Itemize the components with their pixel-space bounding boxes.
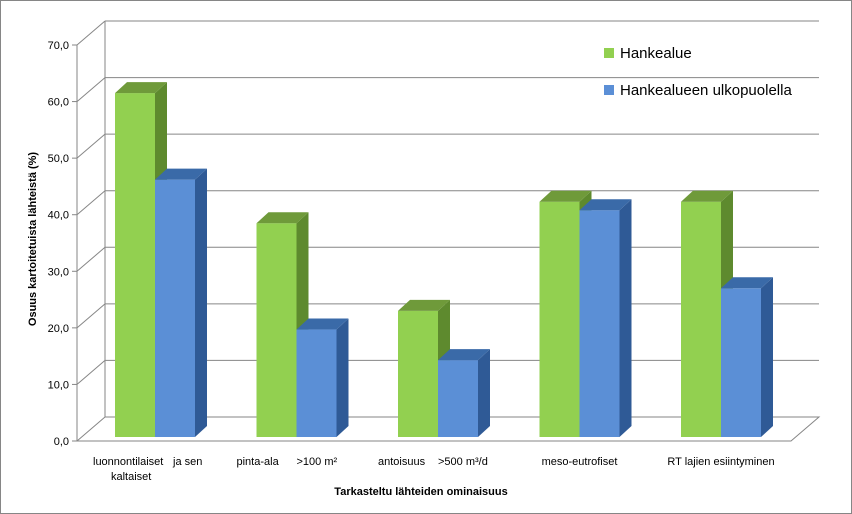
y-tick-label: 70,0: [48, 40, 69, 52]
bar-top: [579, 199, 632, 211]
bar-top: [438, 349, 490, 361]
gridline-diag: [76, 190, 106, 216]
axes: [72, 21, 821, 442]
bar: [438, 360, 478, 437]
x-tick-label: RT lajien esiintyminen: [667, 456, 774, 468]
gridline-diag: [76, 20, 106, 46]
gridline-diag: [76, 360, 106, 385]
bar-top: [155, 168, 207, 180]
x-tick-label: kaltaiset: [111, 471, 151, 483]
bar-top: [398, 299, 450, 311]
bar: [115, 93, 155, 437]
gridlines: [76, 20, 819, 385]
bar: [256, 223, 297, 437]
bar: [721, 288, 761, 437]
floor: [75, 416, 821, 442]
labels: 0,0 10,0 20,0 30,0 40,0 50,0 60,0 70,0 luonnonti…: [48, 40, 775, 483]
legend-swatch-ulkopuolella: [604, 85, 614, 95]
x-tick-label: meso-eutrofiset: [542, 456, 618, 468]
bar: [398, 310, 438, 437]
bar-top: [256, 212, 309, 224]
gridline-diag: [76, 246, 106, 272]
gridline-diag: [76, 77, 106, 102]
y-tick-label: 50,0: [48, 153, 69, 165]
legend-label-hankealue: Hankealue: [620, 45, 692, 62]
bar-side: [195, 168, 207, 437]
bar-top: [539, 190, 592, 202]
y-tick-label: 10,0: [48, 379, 69, 391]
y-tick-label: 0,0: [54, 436, 69, 448]
bar-top: [721, 277, 773, 289]
bar: [539, 201, 580, 437]
bar: [155, 179, 195, 437]
legend-swatch-hankealue: [604, 48, 614, 58]
x-axis-title: Tarkasteltu lähteiden ominaisuus: [334, 486, 507, 498]
bar-top: [681, 190, 733, 202]
y-tick-label: 40,0: [48, 210, 69, 222]
gridline-diag: [76, 133, 106, 159]
bar-side: [761, 277, 773, 437]
bar-side: [478, 349, 490, 437]
bar-side: [619, 199, 632, 437]
x-tick-label: pinta-ala: [237, 456, 280, 468]
x-tick-label: ja sen: [172, 456, 202, 468]
bar: [579, 210, 620, 437]
y-tick-label: 60,0: [48, 97, 69, 109]
bar-top: [296, 318, 349, 330]
bar: [296, 329, 337, 437]
gridline-diag: [76, 303, 106, 329]
bar-top: [115, 82, 167, 94]
bar-side: [336, 318, 349, 437]
legend-label-ulkopuolella: Hankealueen ulkopuolella: [620, 82, 792, 99]
bars: [115, 82, 773, 437]
y-tick-label: 30,0: [48, 266, 69, 278]
bar: [681, 201, 721, 437]
x-tick-label: >500 m³/d: [438, 456, 488, 468]
y-axis-title: Osuus kartoitetuista lähteistä (%): [27, 152, 39, 327]
x-tick-label: antoisuus: [378, 456, 426, 468]
legend: Hankealue Hankealueen ulkopuolella: [604, 45, 792, 99]
x-tick-label: >100 m²: [297, 456, 338, 468]
x-tick-label: luonnontilaiset: [93, 456, 163, 468]
y-tick-label: 20,0: [48, 323, 69, 335]
